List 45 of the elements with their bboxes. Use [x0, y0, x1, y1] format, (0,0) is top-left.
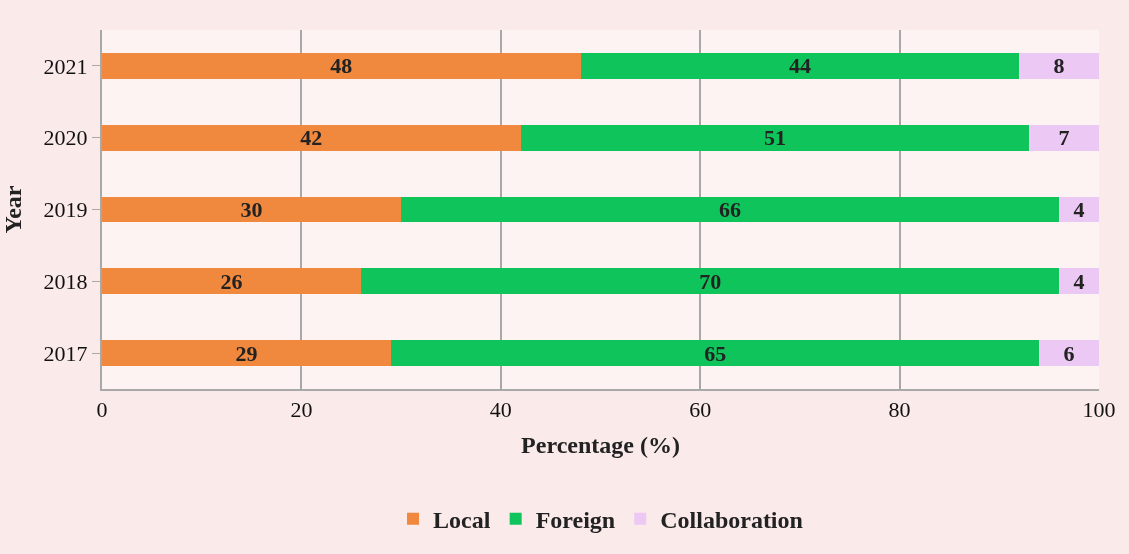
bar	[102, 52, 581, 79]
legend-label: Local	[433, 507, 491, 534]
bar	[1019, 52, 1099, 79]
bar	[102, 124, 521, 151]
bar	[401, 196, 1060, 223]
data-label: 30	[240, 197, 263, 222]
data-label: 29	[235, 340, 258, 366]
data-label: 42	[300, 125, 323, 151]
bar	[391, 340, 1040, 367]
legend-label: Collaboration	[660, 507, 803, 534]
x-axis-title: Percentage (%)	[521, 432, 680, 459]
data-label: 66	[719, 197, 742, 222]
legend-label: Foreign	[535, 507, 616, 534]
data-label: 6	[1063, 340, 1075, 366]
data-label: 44	[788, 53, 811, 79]
bar	[102, 268, 362, 295]
data-label: 65	[704, 340, 727, 366]
x-tick-label: 80	[888, 397, 911, 423]
data-label: 48	[330, 53, 353, 79]
bar	[1059, 268, 1099, 295]
y-axis-title: Year	[0, 185, 27, 234]
x-tick-label: 100	[1082, 397, 1116, 423]
y-tick-label: 2020	[43, 125, 88, 151]
x-tick-label: 20	[290, 397, 313, 423]
x-tick-label: 60	[689, 397, 712, 423]
y-tick-label: 2021	[43, 53, 88, 79]
data-label: 4	[1073, 197, 1085, 222]
bar	[1039, 340, 1099, 367]
bar	[102, 340, 392, 367]
data-label: 7	[1058, 125, 1070, 151]
bar	[520, 124, 1030, 151]
bar	[102, 196, 402, 223]
data-label: 51	[763, 125, 786, 151]
data-label: 26	[220, 268, 243, 294]
y-tick-label: 2018	[43, 269, 88, 294]
x-tick-label: 0	[96, 397, 108, 423]
data-label: 70	[699, 268, 722, 294]
y-tick-label: 2017	[43, 340, 88, 366]
bar	[580, 52, 1020, 79]
y-tick-label: 2019	[43, 197, 88, 223]
data-label: 4	[1073, 268, 1085, 294]
data-label: 8	[1053, 53, 1065, 79]
x-tick-label: 40	[489, 397, 512, 423]
bar	[1029, 124, 1099, 151]
bar	[361, 268, 1060, 295]
